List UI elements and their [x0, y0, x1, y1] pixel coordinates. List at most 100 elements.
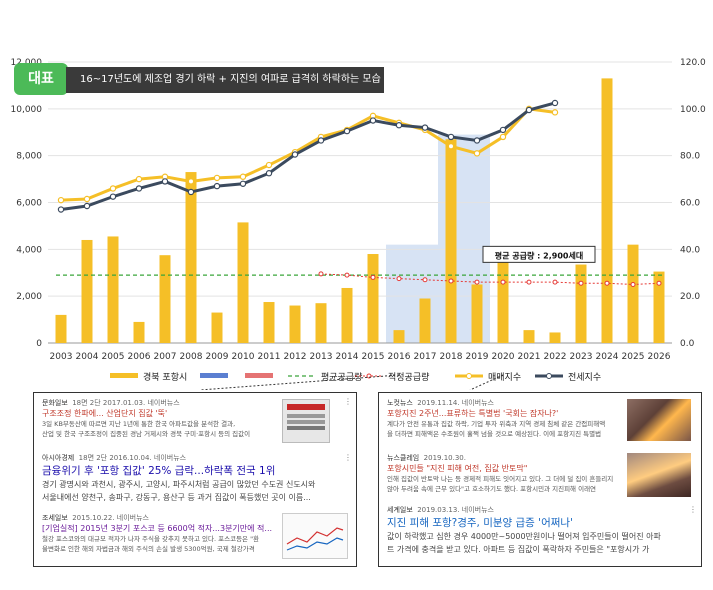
more-options-icon[interactable]: ⋮	[344, 397, 352, 406]
more-options-icon[interactable]: ⋮	[689, 505, 697, 514]
point-proper	[656, 280, 662, 286]
x-tick-label: 2008	[180, 352, 203, 362]
more-options-icon[interactable]: ⋮	[344, 453, 352, 462]
x-tick-label: 2010	[232, 352, 255, 362]
bar	[445, 139, 457, 343]
x-tick-label: 2014	[336, 352, 359, 362]
point-sales	[473, 150, 481, 157]
news-snippet: 을 더하면 피해액은 수조원이 훌쩍 넘을 것으로 예상된다. 이에 포항지진 …	[387, 430, 602, 438]
mini-chart-icon	[286, 527, 344, 551]
news-source: 세계일보	[387, 506, 413, 514]
y-tick-label-left: 4,000	[16, 245, 42, 255]
annotation-box	[482, 245, 596, 263]
legend-marker	[466, 373, 472, 379]
news-meta: 18면 2단 2016.10.04. 네이버뉴스	[78, 454, 187, 462]
point-proper	[422, 277, 428, 283]
point-proper	[396, 276, 402, 282]
news-source: 뉴스클레임	[387, 454, 420, 462]
news-snippet: 서울내에선 양천구, 송파구, 강동구, 용산구 등 과거 집값이 폭등했던 곳…	[42, 493, 311, 502]
x-tick-label: 2024	[596, 352, 619, 362]
bar	[393, 330, 405, 343]
point-sales	[551, 109, 559, 116]
bar	[471, 284, 483, 343]
news-item[interactable]: 조세일보 2015.10.22. 네이버뉴스 [기업실적] 2015년 3분기 …	[42, 513, 348, 554]
point-proper	[526, 279, 532, 285]
bar	[159, 255, 171, 343]
news-meta: 2019.11.14. 네이버뉴스	[417, 399, 494, 407]
y-tick-label-left: 2,000	[16, 292, 42, 302]
news-meta: 2019.10.30.	[423, 454, 466, 462]
point-jeonse	[551, 99, 559, 107]
point-proper	[630, 281, 636, 287]
y-tick-label-right: 0.0	[680, 339, 695, 349]
point-jeonse	[291, 151, 299, 158]
news-headline[interactable]: 지진 피해 포항?경주, 미분양 급증 '어쩌나'	[387, 517, 573, 529]
point-sales	[239, 173, 247, 180]
bar	[497, 262, 509, 343]
news-thumbnail	[627, 453, 691, 497]
bar	[523, 330, 535, 343]
news-source: 아시아경제	[42, 454, 75, 462]
news-headline[interactable]: [기업실적] 2015년 3분기 포스코 등 6600억 적자...3분기만에 …	[42, 524, 273, 533]
pointer-arrow-left	[199, 374, 400, 390]
point-proper	[370, 274, 376, 280]
news-source: 문화일보	[42, 399, 68, 407]
x-tick-label: 2017	[414, 352, 437, 362]
news-meta: 2015.10.22. 네이버뉴스	[72, 514, 149, 522]
news-item[interactable]: 세계일보 2019.03.13. 네이버뉴스 지진 피해 포항?경주, 미분양 …	[387, 505, 693, 556]
news-snippet: 트 가격에 충격을 받고 있다. 아파트 등 집값이 폭락하자 주민들은 "포항…	[387, 545, 650, 554]
bar	[653, 271, 665, 343]
point-sales	[83, 195, 91, 203]
news-thumbnail	[627, 399, 691, 441]
point-jeonse	[369, 117, 377, 124]
news-item[interactable]: 문화일보 18면 2단 2017.01.03. 네이버뉴스 구조조정 한파에..…	[42, 398, 348, 439]
news-item[interactable]: 노컷뉴스 2019.11.14. 네이버뉴스 포항지진 2주년...표류하는 특…	[387, 398, 693, 439]
legend-label: 전세지수	[568, 372, 601, 383]
point-jeonse	[213, 182, 221, 190]
news-headline[interactable]: 금융위기 후 '포항 집값' 25% 급락...하락폭 전국 1위	[42, 465, 276, 477]
x-tick-label: 2025	[622, 352, 645, 362]
y-tick-label-left: 8,000	[16, 152, 42, 162]
y-tick-label-right: 100.0	[680, 105, 706, 115]
series-line-jeonse	[60, 101, 556, 212]
point-jeonse	[83, 202, 91, 210]
bar	[367, 254, 379, 343]
bar	[315, 303, 327, 343]
point-sales	[109, 185, 117, 192]
news-snippet: 않아 두려움 속에 근무 있다"고 호소하기도 했다. 포항시민과 지진피해 이…	[387, 485, 597, 493]
x-tick-label: 2021	[518, 352, 541, 362]
x-tick-label: 2012	[284, 352, 307, 362]
point-jeonse	[239, 180, 247, 187]
legend-swatch	[200, 373, 228, 378]
point-proper	[448, 278, 454, 284]
x-tick-label: 2003	[50, 352, 73, 362]
news-item[interactable]: 뉴스클레임 2019.10.30. 포항시민들 "지진 피해 여전, 집값 반토…	[387, 453, 693, 494]
bar	[601, 78, 613, 344]
x-tick-label: 2015	[362, 352, 385, 362]
bar	[211, 312, 223, 343]
legend-label: 경북 포항시	[143, 371, 187, 383]
point-jeonse	[187, 188, 195, 196]
news-panel-left: 문화일보 18면 2단 2017.01.03. 네이버뉴스 구조조정 한파에..…	[33, 392, 357, 567]
point-proper	[318, 271, 324, 277]
news-headline[interactable]: 포항시민들 "지진 피해 여전, 집값 반토막"	[387, 464, 528, 473]
news-item[interactable]: 아시아경제 18면 2단 2016.10.04. 네이버뉴스 금융위기 후 '포…	[42, 453, 348, 504]
annotation-text: 평균 공급량 : 2,900세대	[495, 250, 583, 260]
news-panel-right: 노컷뉴스 2019.11.14. 네이버뉴스 포항지진 2주년...표류하는 특…	[378, 392, 702, 567]
point-jeonse	[525, 106, 533, 114]
y-tick-label-left: 10,000	[11, 105, 43, 115]
x-tick-label: 2019	[466, 352, 489, 362]
y-tick-label-left: 0	[36, 339, 42, 349]
point-jeonse	[135, 185, 143, 192]
point-jeonse	[109, 193, 117, 200]
point-jeonse	[317, 137, 325, 144]
bar	[185, 172, 197, 343]
bar	[341, 287, 353, 343]
point-sales	[187, 178, 195, 185]
x-tick-label: 2020	[492, 352, 515, 362]
news-headline[interactable]: 구조조정 한파에... 산업단지 집값 '뚝'	[42, 409, 168, 418]
bar	[237, 222, 249, 343]
news-headline[interactable]: 포항지진 2주년...표류하는 특별법 '국회는 잠자나?'	[387, 409, 559, 418]
legend-label: 매매지수	[488, 372, 521, 383]
news-snippet: 산업 및 한국 구조조정이 집중된 경남 거제시와 경북 구미·포항시 등의 집…	[42, 430, 251, 438]
